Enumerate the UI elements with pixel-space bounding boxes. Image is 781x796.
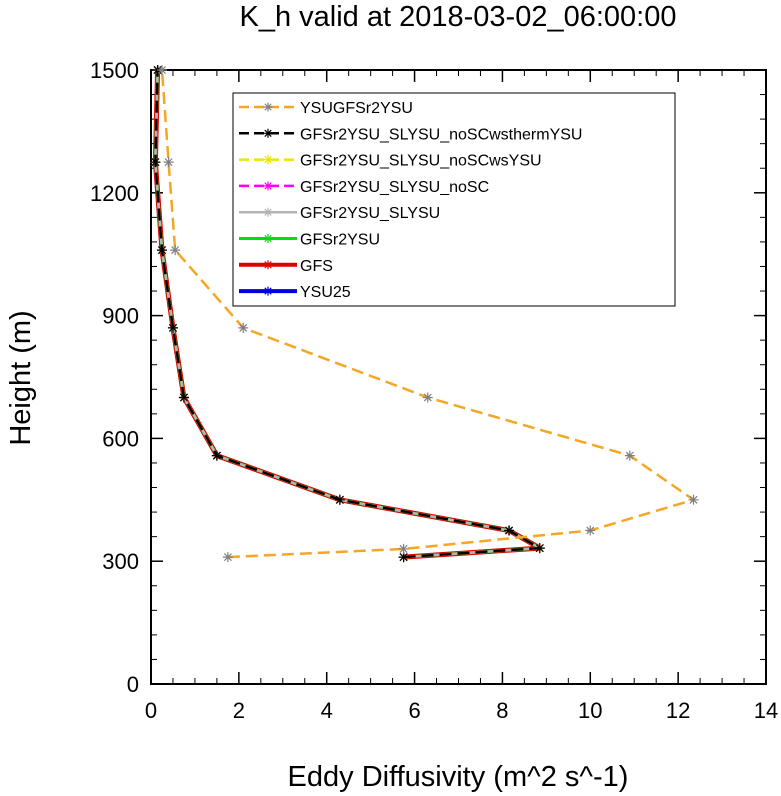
legend-label: GFSr2YSU <box>300 232 380 249</box>
legend-marker <box>263 128 273 138</box>
x-tick-label: 2 <box>233 698 245 723</box>
legend-label: GFSr2YSU_SLYSU <box>300 205 440 222</box>
legend-marker <box>263 155 273 165</box>
series-line <box>154 69 542 559</box>
data-point <box>211 450 222 461</box>
y-tick-label: 600 <box>102 426 139 451</box>
data-point <box>422 392 433 403</box>
x-tick-label: 0 <box>145 698 157 723</box>
legend-marker <box>263 102 273 112</box>
data-point <box>163 157 174 168</box>
y-tick-label: 0 <box>127 672 139 697</box>
legend-label: GFS <box>300 258 333 275</box>
chart-title: K_h valid at 2018-03-02_06:00:00 <box>240 1 677 33</box>
y-tick-label: 900 <box>102 304 139 329</box>
data-point <box>238 322 249 333</box>
x-tick-label: 10 <box>578 698 602 723</box>
y-tick-label: 1200 <box>90 181 139 206</box>
data-point <box>334 494 345 505</box>
data-point <box>534 543 545 554</box>
x-tick-label: 8 <box>496 698 508 723</box>
data-point <box>167 322 178 333</box>
data-point <box>170 245 181 256</box>
legend-label: GFSr2YSU_SLYSU_noSCwsthermYSU <box>300 126 582 143</box>
legend-marker <box>263 260 273 270</box>
data-point <box>156 245 167 256</box>
x-axis-label: Eddy Diffusivity (m^2 s^-1) <box>288 761 629 793</box>
legend-label: YSU25 <box>300 284 351 301</box>
legend-marker <box>263 234 273 243</box>
legend: YSUGFSr2YSU GFSr2YSU_SLYSU_noSCwsthermYSU… <box>232 92 676 307</box>
data-point <box>150 157 161 168</box>
data-point <box>504 525 515 536</box>
y-axis-label: Height (m) <box>5 310 37 445</box>
data-point <box>156 65 167 75</box>
x-tick-label: 14 <box>754 698 778 723</box>
legend-box <box>232 92 676 307</box>
legend-label: YSUGFSr2YSU <box>300 100 413 117</box>
data-point <box>178 392 189 403</box>
legend-marker <box>263 181 273 191</box>
legend-marker <box>263 286 273 296</box>
series-line <box>160 69 695 559</box>
y-tick-label: 300 <box>102 549 139 574</box>
data-point <box>398 543 409 554</box>
x-tick-label: 6 <box>408 698 420 723</box>
data-point <box>222 552 233 563</box>
x-tick-label: 12 <box>666 698 690 723</box>
y-tick-label: 1500 <box>90 58 139 83</box>
x-tick-label: 4 <box>321 698 333 723</box>
data-point <box>585 525 596 536</box>
legend-label: GFSr2YSU_SLYSU_noSCwsYSU <box>300 153 542 170</box>
plot-area: 0 2 4 6 8 10 12 14 0 300 600 900 1200 1500 <box>90 58 778 723</box>
data-point <box>688 494 699 505</box>
data-point <box>624 450 635 461</box>
legend-marker <box>263 207 273 217</box>
data-point <box>398 552 409 563</box>
legend-label: GFSr2YSU_SLYSU_noSC <box>300 179 489 196</box>
